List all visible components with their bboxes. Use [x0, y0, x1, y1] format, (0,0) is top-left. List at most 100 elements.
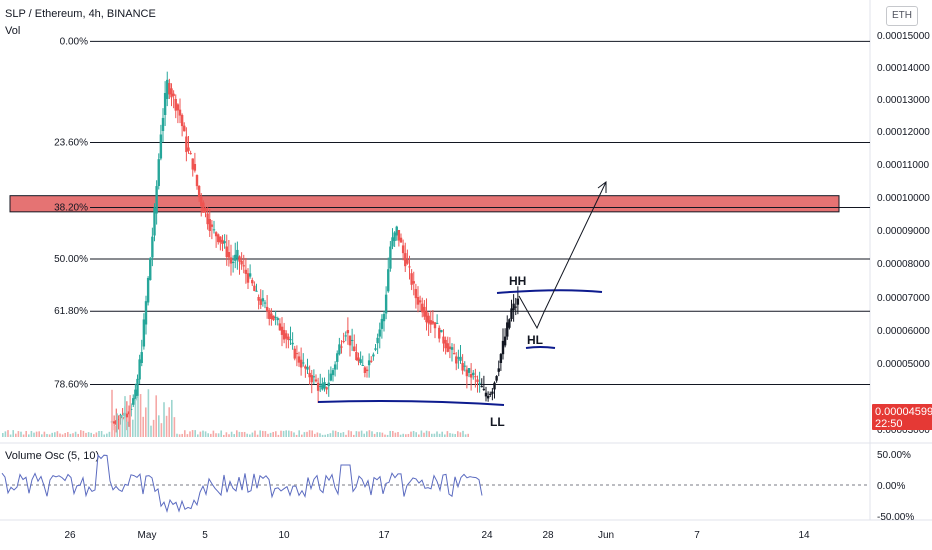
candle-body [208, 219, 211, 231]
price-tick-label: 0.00008000 [877, 259, 930, 270]
candle-body [125, 413, 129, 418]
candle-body [425, 311, 428, 323]
candle-body [399, 237, 403, 243]
time-tick-label: Jun [598, 530, 614, 541]
volume-bar [420, 430, 423, 437]
candle-body [285, 333, 288, 339]
candle-body [151, 236, 154, 258]
volume-bar [168, 407, 170, 437]
candle-body [191, 158, 194, 170]
volume-bar [90, 432, 92, 437]
candle-body [308, 372, 311, 378]
candle-body [357, 357, 360, 362]
price-tick-label: 0.00013000 [877, 95, 930, 106]
volume-bar [178, 434, 181, 437]
candle-body [506, 322, 509, 337]
volume-bar [207, 433, 209, 437]
candle-body [183, 125, 186, 132]
candle-body [195, 175, 199, 187]
candle-body [516, 298, 520, 305]
volume-bar [186, 434, 189, 437]
volume-bar [316, 432, 319, 437]
volume-bar [67, 432, 69, 437]
candle-body [172, 93, 175, 96]
volume-bar [314, 433, 316, 437]
volume-bar [433, 433, 436, 437]
candle-body [321, 383, 324, 390]
candle-body [331, 370, 335, 376]
candle-body [219, 236, 222, 243]
volume-bar [129, 395, 131, 437]
fib-level-label: 50.00% [54, 254, 88, 265]
volume-bar [389, 430, 391, 437]
volume-bar [225, 432, 228, 437]
currency-button[interactable]: ETH [886, 6, 918, 26]
candle-body [259, 299, 262, 305]
volume-bar [46, 433, 48, 437]
price-tick-label: 0.00015000 [877, 31, 930, 42]
volume-bar [15, 433, 17, 437]
time-tick-label: 7 [694, 530, 700, 541]
current-price-countdown: 22:50 [875, 418, 903, 430]
candle-body [240, 260, 243, 265]
volume-bar [301, 434, 303, 437]
volume-bar [215, 433, 217, 437]
volume-bar [451, 433, 454, 437]
volume-bar [137, 395, 139, 437]
candle-body [423, 306, 426, 317]
candle-body [414, 289, 418, 299]
volume-bar [69, 433, 72, 437]
candle-body [129, 408, 133, 410]
volume-bar [431, 433, 433, 437]
oscillator-tick-label: 0.00% [877, 481, 905, 492]
volume-bar [397, 432, 399, 437]
candle-body [372, 354, 375, 357]
volume-bar [12, 430, 14, 437]
volume-bar [116, 413, 118, 437]
volume-bar [202, 430, 204, 437]
fib-level-label: 0.00% [60, 36, 88, 47]
volume-bar [418, 434, 420, 437]
candle-body [478, 382, 481, 384]
volume-bar [98, 430, 100, 437]
candle-body [512, 303, 515, 311]
price-tick-label: 0.00003000 [877, 425, 930, 436]
candle-body [229, 257, 233, 264]
volume-bar [113, 426, 116, 437]
candle-body [287, 336, 290, 341]
volume-bar [223, 434, 225, 437]
volume-bar [74, 431, 77, 437]
candle-body [136, 378, 139, 396]
candle-body [508, 319, 511, 328]
candle-body [491, 391, 494, 394]
candle-body [170, 88, 173, 98]
candle-body [314, 379, 318, 382]
candle-body [431, 321, 435, 324]
candle-body [138, 359, 141, 380]
candle-body [280, 326, 284, 335]
candle-body [353, 346, 356, 352]
candle-body [257, 297, 260, 301]
candle-body [329, 373, 333, 381]
candle-body [297, 356, 301, 363]
volume-bar [259, 430, 261, 437]
price-tick-label: 0.00007000 [877, 293, 930, 304]
current-price-value: 0.00004599 [875, 406, 932, 418]
volume-bar [449, 433, 451, 437]
candle-body [166, 79, 169, 99]
candle-body [217, 234, 220, 243]
candle-body [200, 197, 203, 207]
candle-body [316, 382, 320, 391]
candle-body [461, 363, 464, 371]
candle-body [355, 352, 358, 361]
volume-bar [405, 434, 407, 437]
candle-body [489, 393, 492, 395]
volume-bar [124, 396, 126, 437]
volume-bar [241, 431, 243, 437]
candle-body [289, 339, 292, 341]
candle-body [455, 356, 458, 364]
candle-body [363, 367, 367, 373]
volume-bar [25, 431, 27, 437]
candle-body [140, 352, 143, 363]
